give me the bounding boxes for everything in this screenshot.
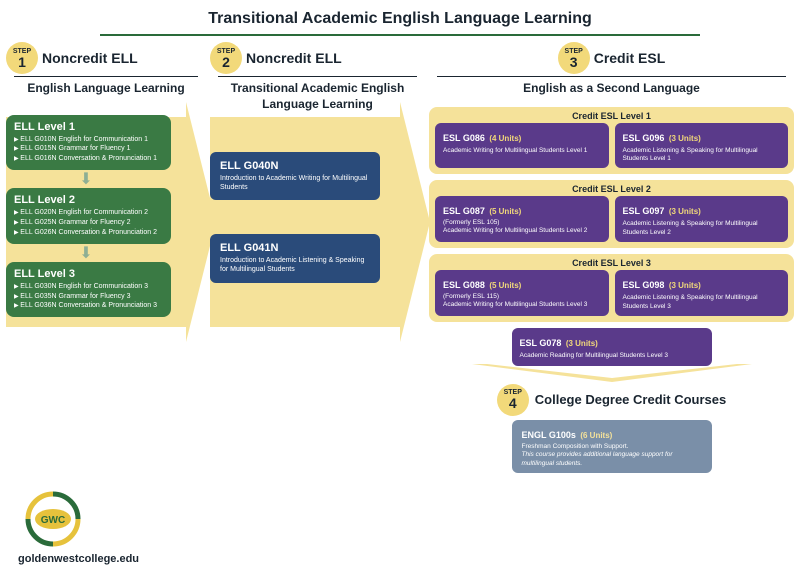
ell-level-1: ELL Level 1 ELL G010N English for Commun…	[6, 115, 171, 170]
ell-level-3: ELL Level 3 ELL G030N English for Commun…	[6, 262, 171, 317]
course-desc: Academic Writing for Multilingual Studen…	[443, 301, 601, 309]
step1-label: Noncredit ELL	[42, 50, 138, 66]
esl-g096: ESL G096 (3 Units) Academic Listening & …	[615, 123, 789, 169]
course-desc: Academic Listening & Speaking for Multil…	[623, 294, 781, 311]
course: ELL G035N Grammar for Fluency 3	[14, 292, 163, 302]
step3-subtitle: English as a Second Language	[437, 76, 786, 97]
level-title: ELL Level 1	[14, 121, 163, 133]
level-title: ELL Level 3	[14, 268, 163, 280]
footer: GWC goldenwestcollege.edu	[18, 489, 139, 565]
step1-subtitle: English Language Learning	[14, 76, 198, 97]
logo-abbr: GWC	[41, 515, 65, 526]
panel-title: Credit ESL Level 3	[435, 256, 788, 270]
credit-level-3: Credit ESL Level 3 ESL G088 (5 Units) (F…	[429, 254, 794, 322]
course-units: (4 Units)	[489, 134, 521, 143]
step-number: 3	[570, 55, 578, 69]
step1-column: STEP 1 Noncredit ELL English Language Le…	[6, 42, 206, 473]
esl-g087: ESL G087 (5 Units) (Formerly ESL 105) Ac…	[435, 196, 609, 242]
course-desc: Introduction to Academic Writing for Mul…	[220, 174, 370, 192]
course-sub: (Formerly ESL 115)	[443, 293, 601, 300]
course-desc: Freshman Composition with Support.	[522, 443, 702, 451]
course-units: (3 Units)	[669, 281, 701, 290]
step3-column: STEP 3 Credit ESL English as a Second La…	[429, 42, 794, 473]
page-title: Transitional Academic English Language L…	[100, 0, 700, 36]
course-units: (6 Units)	[580, 431, 612, 440]
course-units: (5 Units)	[489, 207, 521, 216]
esl-g088: ESL G088 (5 Units) (Formerly ESL 115) Ac…	[435, 270, 609, 316]
course-sub: (Formerly ESL 105)	[443, 219, 601, 226]
down-arrow-icon: ⬇	[76, 248, 96, 259]
course-units: (3 Units)	[669, 134, 701, 143]
course-code: ESL G078	[520, 338, 562, 348]
course-code: ESL G098	[623, 280, 665, 290]
footer-url: goldenwestcollege.edu	[18, 553, 139, 565]
step4-badge: STEP 4	[497, 384, 529, 416]
ell-g040n: ELL G040N Introduction to Academic Writi…	[210, 152, 380, 200]
step4-header: STEP 4 College Degree Credit Courses	[429, 384, 794, 416]
course: ELL G025N Grammar for Fluency 2	[14, 218, 163, 228]
course-units: (3 Units)	[669, 207, 701, 216]
course-units: (5 Units)	[489, 281, 521, 290]
course-code: ENGL G100s	[522, 430, 576, 440]
step2-column: STEP 2 Noncredit ELL Transitional Academ…	[210, 42, 425, 473]
course-desc: Academic Writing for Multilingual Studen…	[443, 227, 601, 235]
course-units: (3 Units)	[566, 339, 598, 348]
course-code: ESL G088	[443, 280, 485, 290]
step1-badge: STEP 1	[6, 42, 38, 74]
step2-label: Noncredit ELL	[246, 50, 342, 66]
engl-g100s: ENGL G100s (6 Units) Freshman Compositio…	[512, 420, 712, 473]
esl-g097: ESL G097 (3 Units) Academic Listening & …	[615, 196, 789, 242]
step4-label: College Degree Credit Courses	[535, 392, 726, 407]
course: ELL G030N English for Communication 3	[14, 282, 163, 292]
esl-g078: ESL G078 (3 Units) Academic Reading for …	[512, 328, 712, 365]
step3-badge: STEP 3	[558, 42, 590, 74]
columns: STEP 1 Noncredit ELL English Language Le…	[0, 42, 800, 473]
course-code: ESL G087	[443, 206, 485, 216]
chevron-down-icon	[472, 364, 752, 382]
course: ELL G026N Conversation & Pronunciation 2	[14, 228, 163, 238]
step2-subtitle: Transitional Academic English Language L…	[218, 76, 417, 112]
college-logo: GWC	[18, 489, 88, 549]
course-desc: Academic Reading for Multilingual Studen…	[520, 352, 704, 360]
course: ELL G010N English for Communication 1	[14, 135, 163, 145]
panel-title: Credit ESL Level 1	[435, 109, 788, 123]
credit-level-1: Credit ESL Level 1 ESL G086 (4 Units) Ac…	[429, 107, 794, 175]
course-code: ESL G096	[623, 133, 665, 143]
step-number: 1	[18, 55, 26, 69]
esl-g098: ESL G098 (3 Units) Academic Listening & …	[615, 270, 789, 316]
course-desc-italic: This course provides additional language…	[522, 451, 702, 468]
course-desc: Academic Writing for Multilingual Studen…	[443, 147, 601, 155]
down-arrow-icon: ⬇	[76, 174, 96, 185]
course-code: ESL G086	[443, 133, 485, 143]
course: ELL G036N Conversation & Pronunciation 3	[14, 301, 163, 311]
ell-g041n: ELL G041N Introduction to Academic Liste…	[210, 234, 380, 282]
course-desc: Introduction to Academic Listening & Spe…	[220, 256, 370, 274]
ell-level-2: ELL Level 2 ELL G020N English for Commun…	[6, 188, 171, 243]
step3-label: Credit ESL	[594, 50, 666, 66]
course-code: ELL G040N	[220, 160, 370, 172]
course: ELL G015N Grammar for Fluency 1	[14, 144, 163, 154]
course-code: ESL G097	[623, 206, 665, 216]
credit-level-2: Credit ESL Level 2 ESL G087 (5 Units) (F…	[429, 180, 794, 248]
esl-g086: ESL G086 (4 Units) Academic Writing for …	[435, 123, 609, 169]
step-number: 2	[222, 55, 230, 69]
level-title: ELL Level 2	[14, 194, 163, 206]
step2-badge: STEP 2	[210, 42, 242, 74]
panel-title: Credit ESL Level 2	[435, 182, 788, 196]
step-number: 4	[509, 396, 517, 410]
course-code: ELL G041N	[220, 242, 370, 254]
course: ELL G016N Conversation & Pronunciation 1	[14, 154, 163, 164]
course: ELL G020N English for Communication 2	[14, 208, 163, 218]
course-desc: Academic Listening & Speaking for Multil…	[623, 147, 781, 164]
course-desc: Academic Listening & Speaking for Multil…	[623, 220, 781, 237]
